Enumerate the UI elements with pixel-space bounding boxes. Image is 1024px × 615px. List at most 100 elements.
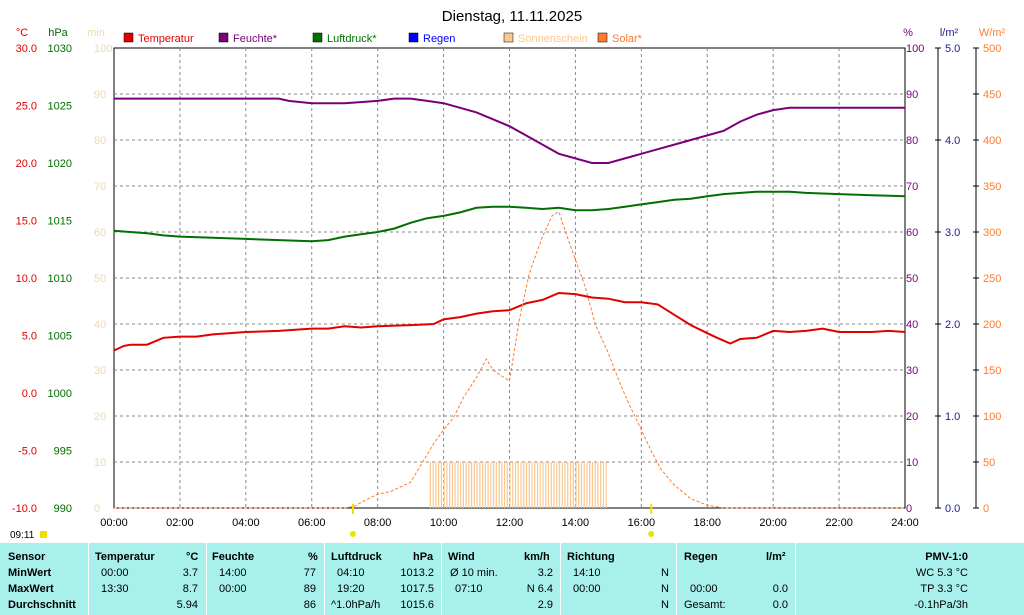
wind-gust-time: 07:10 bbox=[455, 583, 483, 595]
tick-label-temp: 5.0 bbox=[22, 331, 37, 343]
tick-label-pressure: 1030 bbox=[48, 43, 72, 55]
header-wind: Wind bbox=[448, 551, 475, 563]
min-dir-value: N bbox=[661, 567, 669, 579]
tick-label-rain: 4.0 bbox=[945, 135, 960, 147]
tick-label-temp: 0.0 bbox=[22, 388, 37, 400]
legend-label-temperature: Temperatur bbox=[138, 33, 194, 45]
x-tick-label: 04:00 bbox=[232, 517, 260, 529]
x-tick-label: 16:00 bbox=[628, 517, 656, 529]
axis-unit-sun_min: min bbox=[87, 27, 105, 39]
max-press-time: 19:20 bbox=[337, 583, 365, 595]
tick-label-sun_min: 50 bbox=[94, 273, 106, 285]
x-tick-label: 18:00 bbox=[693, 517, 721, 529]
header-rain: Regen bbox=[684, 551, 718, 563]
tick-label-solar: 200 bbox=[983, 319, 1001, 331]
header-wind-unit: km/h bbox=[524, 551, 550, 563]
legend-label-sunshine: Sonnenschein bbox=[518, 33, 588, 45]
max-temp-time: 13:30 bbox=[101, 583, 129, 595]
avg-dir-value: N bbox=[661, 599, 669, 611]
tick-label-rain: 2.0 bbox=[945, 319, 960, 331]
tick-label-pressure: 1020 bbox=[48, 158, 72, 170]
legend-swatch-pressure bbox=[312, 32, 323, 43]
header-temperature: Temperatur bbox=[95, 551, 155, 563]
axis-unit-rain: l/m² bbox=[940, 27, 959, 39]
row-label-avg: Durchschnitt bbox=[8, 599, 76, 611]
max-press-value: 1017.5 bbox=[400, 583, 434, 595]
axis-unit-humidity: % bbox=[903, 27, 913, 39]
tick-label-sun_min: 90 bbox=[94, 89, 106, 101]
tick-label-pressure: 1000 bbox=[48, 388, 72, 400]
tick-label-pressure: 1015 bbox=[48, 216, 72, 228]
tick-label-rain: 0.0 bbox=[945, 503, 960, 515]
tick-label-humidity: 0 bbox=[906, 503, 912, 515]
wind-avg-label: Ø 10 min. bbox=[450, 567, 498, 579]
tick-label-temp: -5.0 bbox=[18, 446, 37, 458]
current-time-marker bbox=[40, 531, 47, 538]
tick-label-solar: 350 bbox=[983, 181, 1001, 193]
tick-label-sun_min: 40 bbox=[94, 319, 106, 331]
axis-unit-solar: W/m² bbox=[979, 27, 1006, 39]
header-direction: Richtung bbox=[567, 551, 615, 563]
tick-label-sun_min: 0 bbox=[94, 503, 100, 515]
x-tick-label: 06:00 bbox=[298, 517, 326, 529]
series-line-temperature bbox=[113, 291, 906, 352]
sun-marker-dot bbox=[349, 531, 356, 537]
legend-label-humidity: Feuchte* bbox=[233, 33, 278, 45]
rain-time: 00:00 bbox=[690, 583, 718, 595]
current-time-label: 09:11 bbox=[10, 530, 35, 541]
tick-label-temp: 20.0 bbox=[16, 158, 37, 170]
min-dir-time: 14:10 bbox=[573, 567, 601, 579]
tick-label-rain: 1.0 bbox=[945, 411, 960, 423]
x-tick-label: 22:00 bbox=[825, 517, 853, 529]
legend-swatch-humidity bbox=[218, 32, 229, 43]
series-line-solar bbox=[114, 211, 905, 509]
tick-label-humidity: 30 bbox=[906, 365, 918, 377]
legend-label-rain: Regen bbox=[423, 33, 455, 45]
avg-press-value: 1015.6 bbox=[400, 599, 434, 611]
min-hum-time: 14:00 bbox=[219, 567, 247, 579]
axis-unit-pressure: hPa bbox=[48, 27, 68, 39]
tick-label-solar: 150 bbox=[983, 365, 1001, 377]
tick-label-humidity: 10 bbox=[906, 457, 918, 469]
min-hum-value: 77 bbox=[303, 567, 316, 579]
tick-label-sun_min: 10 bbox=[94, 457, 106, 469]
legend-swatch-temperature bbox=[123, 32, 134, 43]
tick-label-solar: 450 bbox=[983, 89, 1001, 101]
legend-label-pressure: Luftdruck* bbox=[327, 33, 377, 45]
tick-label-humidity: 90 bbox=[906, 89, 918, 101]
x-tick-label: 24:00 bbox=[891, 517, 919, 529]
tick-label-sun_min: 100 bbox=[94, 43, 112, 55]
tick-label-humidity: 60 bbox=[906, 227, 918, 239]
tick-label-pressure: 995 bbox=[54, 446, 72, 458]
tick-label-solar: 50 bbox=[983, 457, 995, 469]
x-tick-label: 14:00 bbox=[562, 517, 590, 529]
tick-label-sun_min: 80 bbox=[94, 135, 106, 147]
pmv-pressure-trend: -0.1hPa/3h bbox=[914, 599, 968, 611]
tick-label-humidity: 50 bbox=[906, 273, 918, 285]
weather-chart: Dienstag, 11.11.2025 Temperatur Feuchte* Lu… bbox=[10, 8, 1006, 541]
tick-label-pressure: 1010 bbox=[48, 273, 72, 285]
min-temp-time: 00:00 bbox=[101, 567, 129, 579]
header-temperature-unit: °C bbox=[186, 551, 199, 563]
x-tick-label: 20:00 bbox=[759, 517, 787, 529]
x-tick-label: 02:00 bbox=[166, 517, 194, 529]
x-tick-label: 08:00 bbox=[364, 517, 392, 529]
tick-label-humidity: 80 bbox=[906, 135, 918, 147]
header-sensor: Sensor bbox=[8, 551, 46, 563]
tick-label-solar: 250 bbox=[983, 273, 1001, 285]
tick-label-humidity: 100 bbox=[906, 43, 924, 55]
tick-label-temp: 15.0 bbox=[16, 216, 37, 228]
max-hum-value: 89 bbox=[303, 583, 316, 595]
series-line-humidity bbox=[114, 97, 905, 164]
min-temp-value: 3.7 bbox=[182, 567, 198, 579]
tick-label-pressure: 1005 bbox=[48, 331, 72, 343]
legend-swatch-rain bbox=[408, 32, 419, 43]
x-tick-label: 12:00 bbox=[496, 517, 524, 529]
avg-wind-value: 2.9 bbox=[537, 599, 553, 611]
tick-label-temp: 10.0 bbox=[16, 273, 37, 285]
pmv-wc: WC 5.3 °C bbox=[915, 567, 968, 579]
x-tick-label: 10:00 bbox=[430, 517, 458, 529]
row-label-max: MaxWert bbox=[8, 583, 54, 595]
legend-label-solar: Solar* bbox=[612, 33, 643, 45]
tick-label-humidity: 70 bbox=[906, 181, 918, 193]
